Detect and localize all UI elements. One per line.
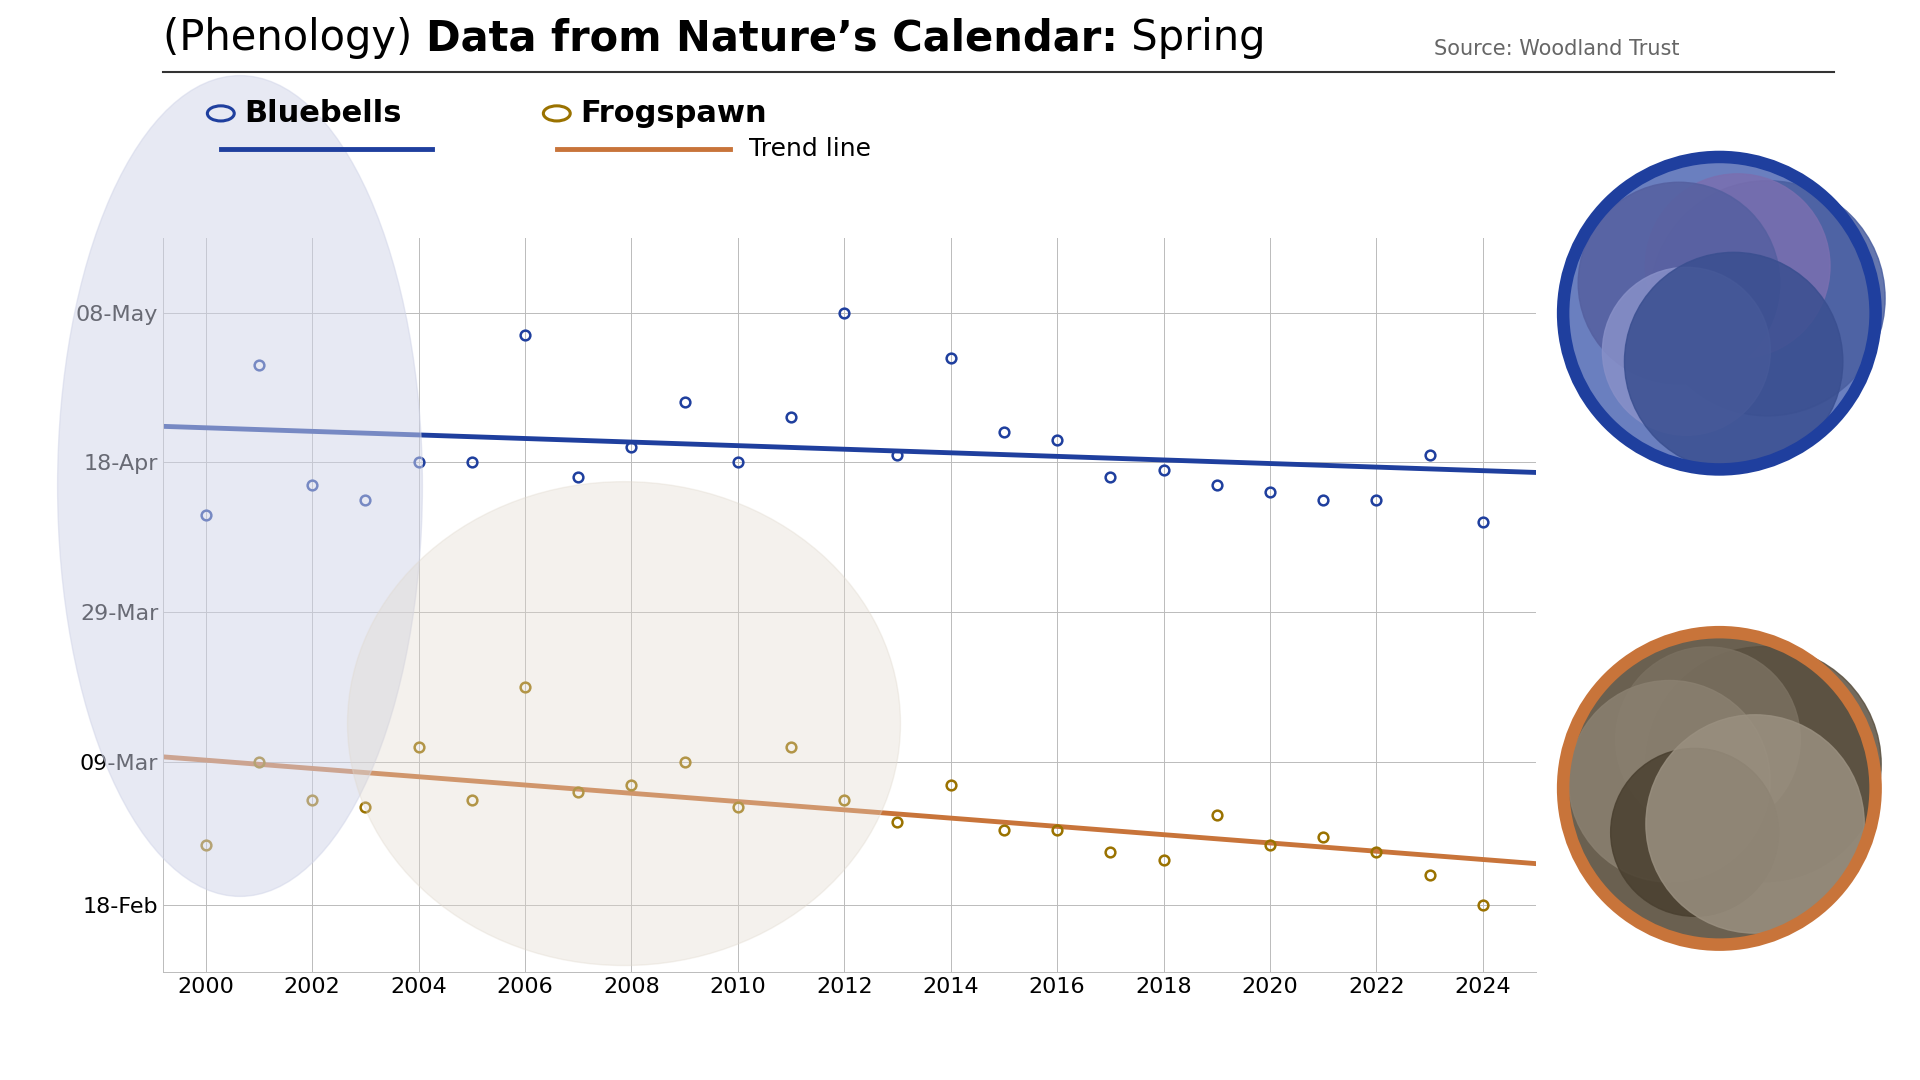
Circle shape — [1615, 647, 1801, 832]
Circle shape — [1645, 174, 1830, 359]
Circle shape — [1645, 715, 1864, 933]
Circle shape — [1611, 748, 1778, 916]
Circle shape — [348, 482, 900, 966]
Circle shape — [1649, 180, 1885, 416]
Circle shape — [1563, 157, 1876, 470]
Circle shape — [1569, 680, 1770, 882]
Text: Trend line: Trend line — [749, 137, 872, 161]
Text: Source: Woodland Trust: Source: Woodland Trust — [1434, 39, 1680, 59]
Circle shape — [1645, 647, 1882, 882]
Circle shape — [1578, 183, 1780, 383]
Circle shape — [1603, 268, 1770, 435]
Text: (Phenology): (Phenology) — [163, 17, 426, 59]
Text: Bluebells: Bluebells — [244, 99, 401, 127]
Circle shape — [58, 76, 422, 896]
Circle shape — [1563, 632, 1876, 945]
Text: Frogspawn: Frogspawn — [580, 99, 766, 127]
Circle shape — [1624, 253, 1843, 471]
Text: Spring: Spring — [1117, 17, 1265, 59]
Text: Data from Nature’s Calendar:: Data from Nature’s Calendar: — [426, 17, 1117, 59]
